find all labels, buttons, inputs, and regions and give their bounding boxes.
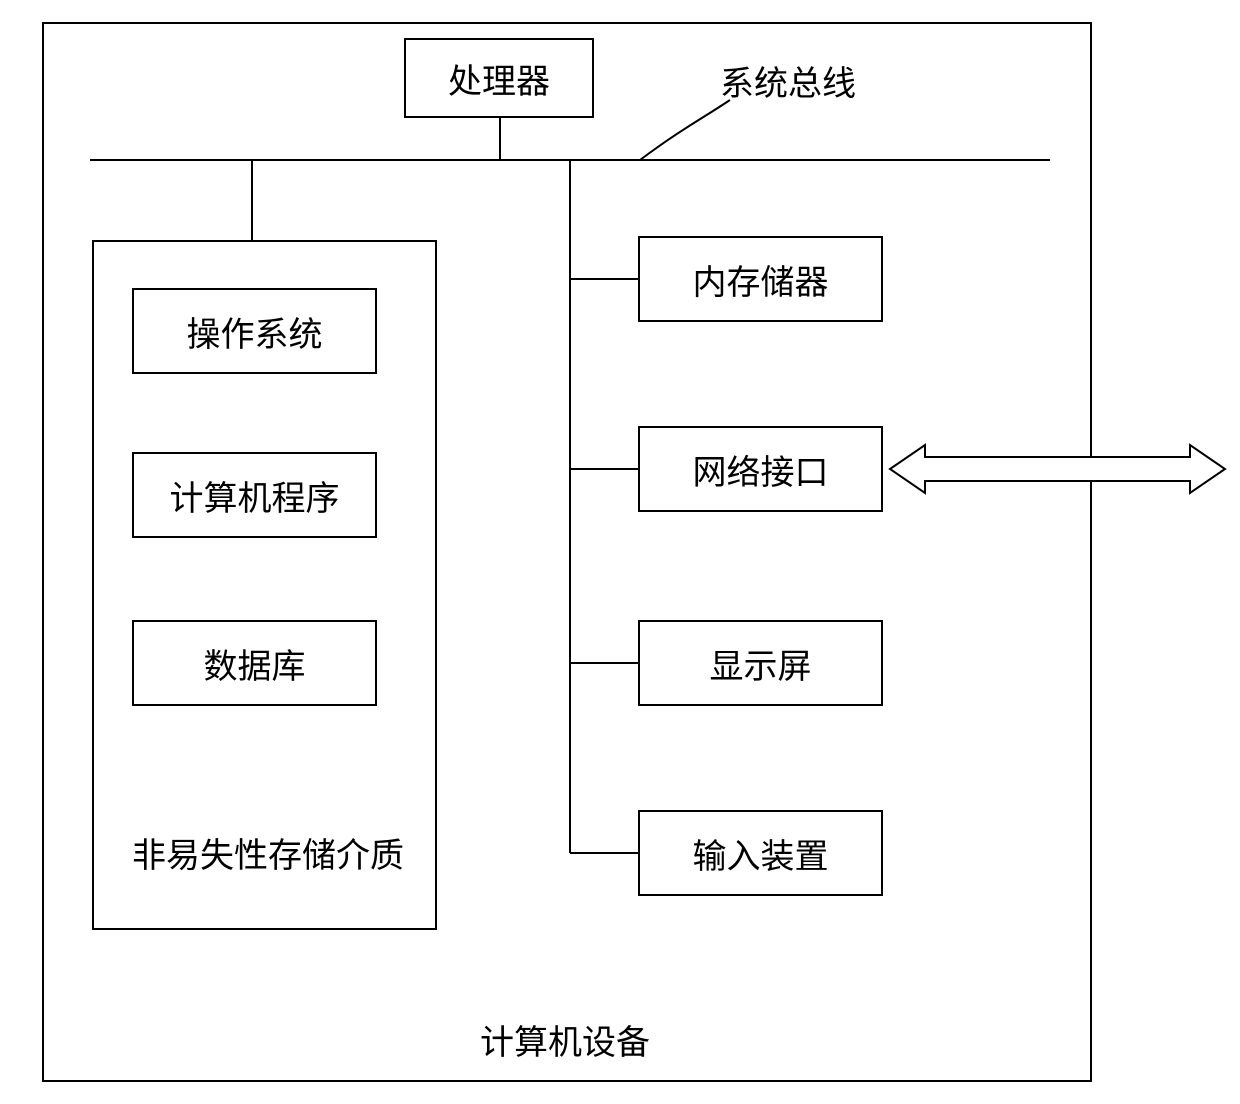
program-box: 计算机程序 <box>132 452 377 538</box>
diagram-canvas: 计算机设备 处理器 系统总线 非易失性存储介质 操作系统 计算机程序 数据库 内… <box>0 0 1240 1104</box>
memory-label: 内存储器 <box>693 255 829 304</box>
os-label: 操作系统 <box>187 307 323 356</box>
processor-box: 处理器 <box>404 38 594 118</box>
computer-device-label: 计算机设备 <box>480 1015 650 1064</box>
display-box: 显示屏 <box>638 620 883 706</box>
input-device-label: 输入装置 <box>693 829 829 878</box>
input-device-box: 输入装置 <box>638 810 883 896</box>
program-label: 计算机程序 <box>170 471 340 520</box>
display-label: 显示屏 <box>710 639 812 688</box>
os-box: 操作系统 <box>132 288 377 374</box>
memory-box: 内存储器 <box>638 236 883 322</box>
nonvolatile-storage-label: 非易失性存储介质 <box>132 828 404 877</box>
system-bus-label: 系统总线 <box>720 56 856 105</box>
network-interface-box: 网络接口 <box>638 426 883 512</box>
database-box: 数据库 <box>132 620 377 706</box>
database-label: 数据库 <box>204 639 306 688</box>
processor-label: 处理器 <box>448 54 550 103</box>
network-interface-label: 网络接口 <box>693 445 829 494</box>
